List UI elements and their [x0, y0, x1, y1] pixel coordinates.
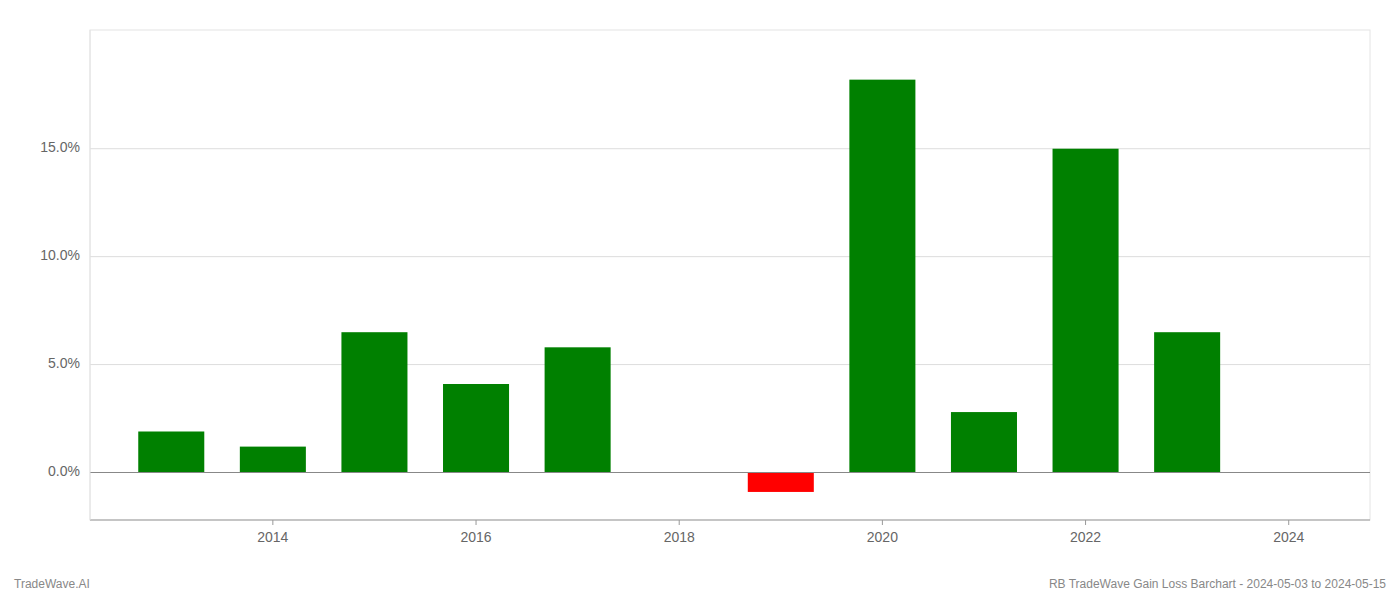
x-tick-label: 2022 [1070, 529, 1101, 545]
bar [443, 384, 509, 473]
x-tick-label: 2018 [664, 529, 695, 545]
bar [545, 347, 611, 472]
x-tick [1085, 520, 1086, 525]
bar [240, 447, 306, 473]
y-grid [90, 149, 1370, 473]
bar [138, 431, 204, 472]
bar [341, 332, 407, 472]
x-tick-label: 2014 [257, 529, 288, 545]
x-tick [1288, 520, 1289, 525]
y-grid-line [90, 256, 1370, 257]
bar [951, 412, 1017, 472]
x-axis-line [90, 520, 1370, 521]
x-tick-label: 2024 [1273, 529, 1304, 545]
x-ticks: 2014 2016 2018 2020 2022 2024 [257, 520, 1304, 545]
x-tick [476, 520, 477, 525]
plot-frame [90, 30, 1370, 520]
y-grid-line [90, 472, 1370, 473]
y-tick-labels: 0.0% 5.0% 10.0% 15.0% [40, 139, 80, 479]
footer-annotation: RB TradeWave Gain Loss Barchart - 2024-0… [1049, 577, 1386, 591]
y-tick-label: 15.0% [40, 139, 80, 155]
x-tick [272, 520, 273, 525]
y-tick-label: 0.0% [48, 463, 80, 479]
bar [849, 80, 915, 473]
x-tick-label: 2020 [867, 529, 898, 545]
bar [1154, 332, 1220, 472]
y-grid-line [90, 148, 1370, 149]
x-tick [679, 520, 680, 525]
x-tick [882, 520, 883, 525]
chart-container: 0.0%5.0%10.0%15.0%2014201620182020202220… [0, 0, 1400, 600]
zero-line [90, 472, 1370, 473]
x-tick-label: 2016 [460, 529, 491, 545]
y-tick-label: 10.0% [40, 247, 80, 263]
bar [1053, 149, 1119, 473]
y-tick-label: 5.0% [48, 355, 80, 371]
chart-svg: 0.0%5.0%10.0%15.0%2014201620182020202220… [0, 0, 1400, 600]
y-axis-line [90, 30, 91, 520]
bar [748, 473, 814, 492]
footer-annotation: TradeWave.AI [14, 577, 90, 591]
bars [138, 80, 1220, 492]
